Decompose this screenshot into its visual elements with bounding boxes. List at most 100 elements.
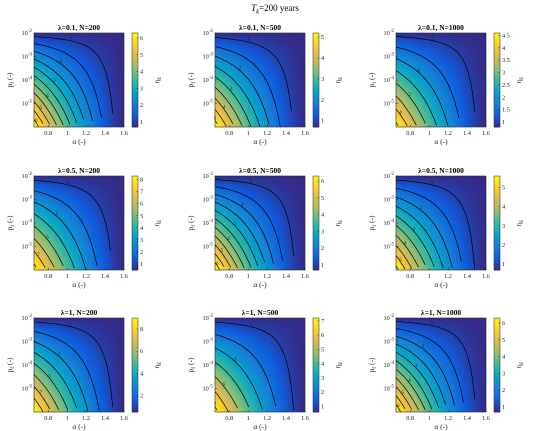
heatmap-cell — [116, 37, 120, 41]
heatmap-cell — [52, 94, 56, 98]
heatmap-cell — [47, 124, 51, 127]
heatmap-cell — [257, 84, 261, 88]
heatmap-cell — [245, 74, 249, 78]
heatmap-cell — [57, 111, 61, 115]
heatmap-cell — [283, 52, 287, 56]
heatmap-cell — [40, 247, 44, 251]
heatmap-cell — [36, 244, 40, 249]
heatmap-cell — [55, 267, 58, 270]
x-tick-label: 1.2 — [444, 130, 452, 137]
heatmap-cell — [236, 37, 239, 41]
heatmap-cell — [454, 54, 458, 59]
heatmap-cell — [55, 222, 58, 226]
heatmap-cell — [224, 69, 228, 73]
heatmap-cell — [476, 52, 480, 56]
heatmap-cell — [250, 109, 254, 113]
heatmap-cell — [438, 92, 442, 96]
heatmap-cell — [299, 40, 303, 44]
heatmap-cell — [95, 99, 99, 103]
heatmap-cell — [466, 67, 470, 71]
heatmap-cell — [269, 94, 273, 98]
heatmap-cell — [38, 242, 42, 246]
heatmap-cell — [38, 200, 42, 204]
colorbar-tick-label: 2 — [140, 102, 143, 109]
heatmap-cell — [297, 92, 301, 96]
heatmap-cell — [85, 92, 89, 96]
heatmap-cell — [276, 87, 280, 91]
heatmap-cell — [302, 109, 305, 113]
heatmap-cell — [450, 97, 454, 101]
heatmap-cell — [121, 62, 124, 66]
heatmap-cell — [252, 69, 256, 73]
colorbar-tick-label: 5 — [140, 52, 143, 59]
heatmap-cell — [111, 67, 115, 71]
heatmap-cell — [34, 202, 37, 206]
heatmap-cell — [402, 111, 406, 115]
heatmap-cell — [424, 77, 428, 81]
heatmap-cell — [396, 89, 399, 93]
heatmap-cell — [40, 106, 44, 110]
heatmap-cell — [50, 197, 54, 202]
heatmap-cell — [398, 124, 402, 127]
heatmap-cell — [121, 89, 124, 93]
heatmap-cell — [236, 54, 239, 59]
heatmap-cell — [440, 97, 444, 101]
heatmap-cell — [100, 67, 103, 71]
heatmap-cell — [38, 50, 42, 54]
heatmap-cell — [34, 94, 37, 98]
heatmap-cell — [226, 109, 230, 113]
heatmap-cell — [447, 97, 451, 101]
heatmap-cell — [121, 69, 124, 73]
heatmap-cell — [419, 67, 423, 71]
heatmap-cell — [433, 72, 437, 76]
heatmap-cell — [471, 121, 475, 125]
heatmap-cell — [440, 92, 444, 96]
heatmap-cell — [469, 35, 473, 39]
heatmap-cell — [443, 124, 447, 127]
heatmap-cell — [285, 121, 289, 125]
heatmap-cell — [121, 92, 124, 96]
heatmap-cell — [224, 84, 228, 88]
heatmap-cell — [40, 190, 44, 194]
heatmap-cell — [109, 109, 113, 113]
heatmap-cell — [259, 116, 263, 120]
heatmap-cell — [43, 119, 47, 123]
heatmap-cell — [224, 74, 228, 78]
heatmap-cell — [405, 124, 409, 127]
heatmap-cell — [52, 84, 56, 88]
heatmap-cell — [292, 94, 296, 98]
heatmap-cell — [219, 124, 223, 127]
heatmap-cell — [233, 114, 237, 118]
heatmap-cell — [445, 74, 449, 78]
heatmap-cell — [281, 121, 284, 125]
heatmap-cell — [116, 101, 120, 106]
heatmap-cell — [116, 62, 120, 66]
heatmap-cell — [419, 50, 423, 54]
heatmap-cell — [121, 111, 124, 115]
heatmap-cell — [40, 262, 44, 266]
heatmap-cell — [247, 92, 251, 96]
heatmap-cell — [236, 64, 239, 68]
heatmap-cell — [121, 52, 124, 56]
heatmap-cell — [69, 104, 73, 108]
heatmap-cell — [100, 119, 103, 123]
heatmap-cell — [295, 52, 299, 56]
heatmap-cell — [480, 114, 484, 118]
heatmap-cell — [421, 87, 425, 91]
heatmap-cell — [219, 59, 223, 63]
heatmap-cell — [228, 116, 232, 120]
heatmap-cell — [221, 92, 225, 96]
heatmap-cell — [480, 45, 484, 49]
colorbar-step — [313, 54, 319, 57]
heatmap-cell — [278, 40, 282, 44]
heatmap-cell — [462, 77, 465, 81]
heatmap-cell — [100, 104, 103, 108]
heatmap-cell — [109, 52, 113, 56]
heatmap-cell — [38, 99, 42, 103]
heatmap-cell — [264, 59, 268, 63]
heatmap-cell — [118, 79, 122, 83]
heatmap-cell — [64, 40, 68, 44]
heatmap-cell — [457, 97, 461, 101]
heatmap-cell — [450, 54, 454, 59]
heatmap-cell — [40, 205, 44, 209]
